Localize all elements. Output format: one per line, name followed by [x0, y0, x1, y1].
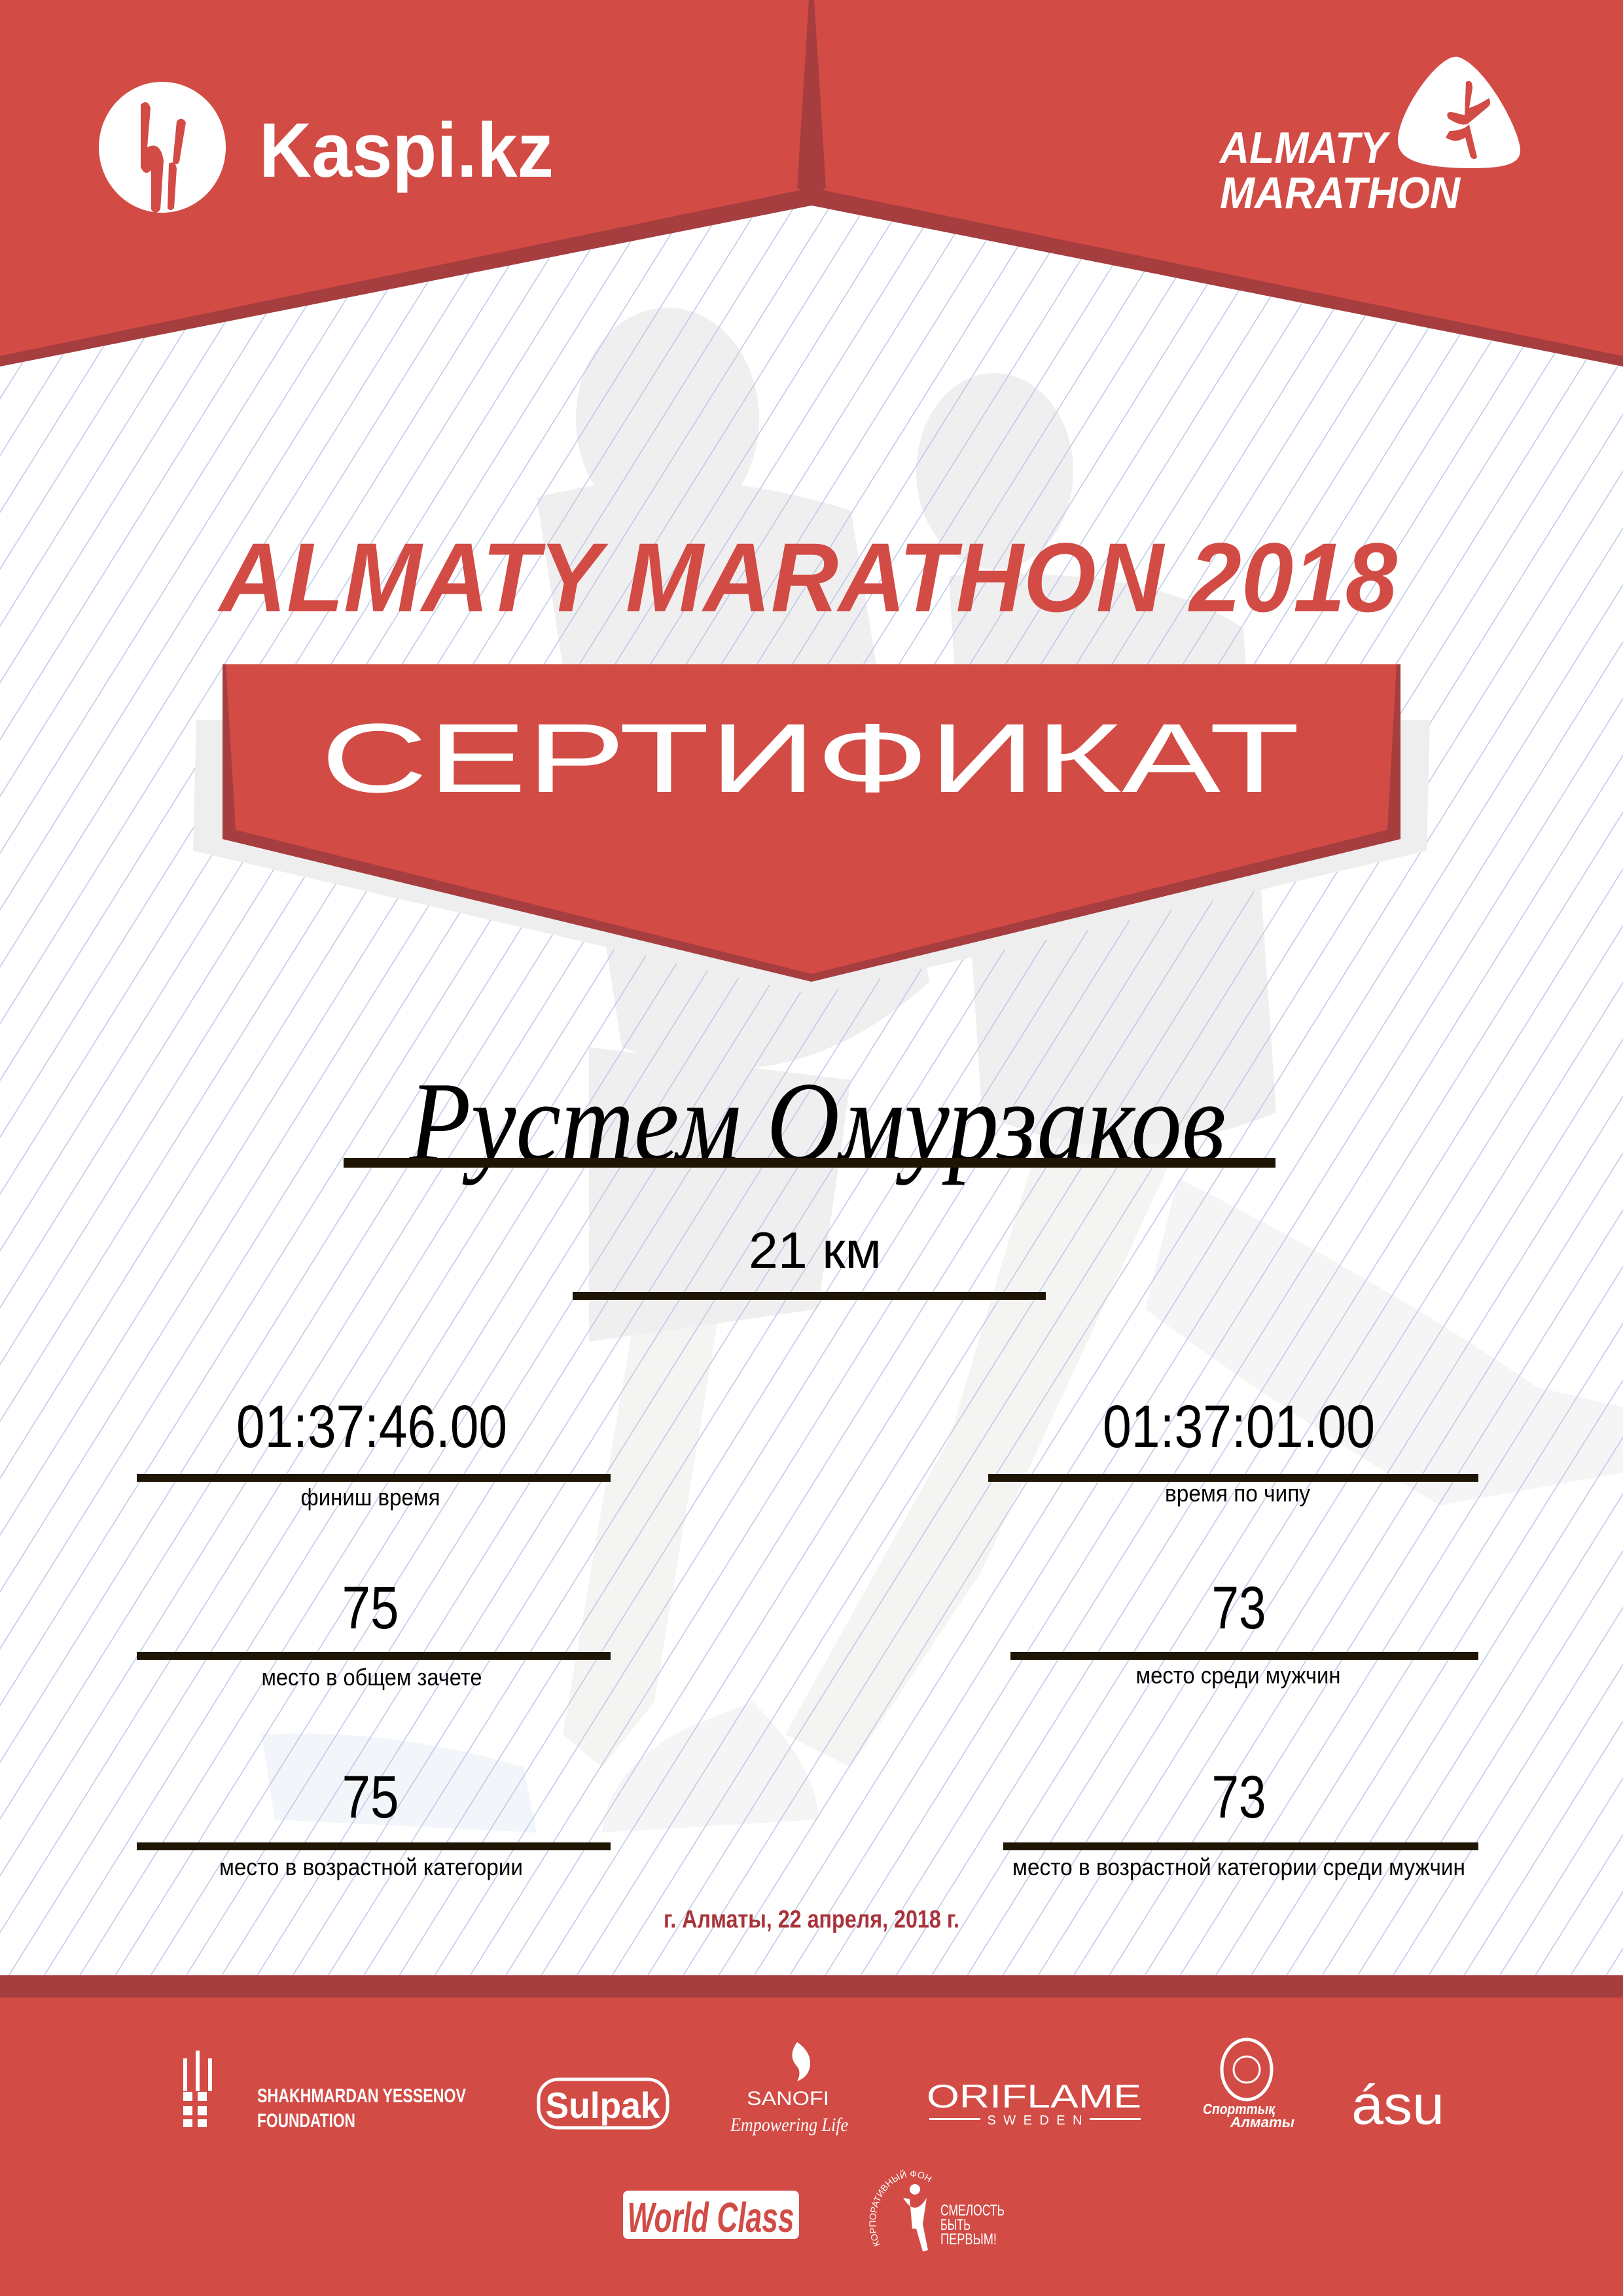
world-class-wordmark: World Class [628, 2194, 794, 2241]
overall-place-label: место в общем зачете [262, 1664, 482, 1691]
rule [137, 1652, 611, 1660]
kaspi-wordmark: Kaspi.kz [259, 107, 554, 194]
sport-almaty-emblem-icon [1220, 2037, 1274, 2102]
almaty-marathon-logo: ALMATY MARATHON [1219, 56, 1520, 218]
results-right: 01:37:01.00 время по чипу 73 место среди… [988, 1393, 1478, 1880]
men-age-category-place-value: 73 [1212, 1764, 1266, 1831]
issue-date: г. Алматы, 22 апреля, 2018 г. [664, 1906, 959, 1933]
event-title: ALMATY MARATHON 2018 [217, 522, 1397, 632]
chip-time-label: время по чипу [1165, 1480, 1310, 1507]
age-category-place-value: 75 [342, 1764, 399, 1831]
sponsor-sport-almaty-logo: Спорттық Алматы [1203, 2037, 1294, 2130]
yessenov-line2: FOUNDATION [257, 2110, 355, 2132]
yessenov-line1: SHAKHMARDAN YESSENOV [257, 2085, 466, 2107]
sanofi-tagline: Empowering Life [730, 2114, 848, 2136]
certificate-banner: СЕРТИФИКАТ [193, 664, 1430, 995]
sponsor-sulpak-logo: Sulpak [537, 2077, 669, 2130]
header-ribbon [0, 0, 1623, 367]
fund-line1: СМЕЛОСТЬ [940, 2202, 1005, 2219]
sponsor-oriflame-logo: ORIFLAME SWEDEN [927, 2078, 1141, 2128]
sanofi-wordmark: SANOFI [747, 2088, 829, 2109]
sponsor-world-class-logo: World Class [623, 2191, 799, 2241]
rule [1010, 1652, 1478, 1660]
sponsor-asu-logo: ásu [1351, 2074, 1444, 2136]
name-rule [344, 1158, 1275, 1168]
kaspi-icon [99, 82, 226, 213]
sanofi-icon [792, 2042, 810, 2081]
sport-almaty-line1: Спорттық [1203, 2101, 1276, 2117]
fund-figure-icon [910, 2184, 920, 2195]
ribbon-fold [797, 0, 826, 196]
footer [0, 1998, 1623, 2296]
runner-emblem-icon [1398, 56, 1520, 168]
almaty-marathon-logo-line2: MARATHON [1220, 168, 1461, 218]
almaty-marathon-logo-line1: ALMATY [1219, 123, 1391, 173]
sulpak-wordmark: Sulpak [546, 2085, 661, 2126]
sponsor-sanofi-logo: SANOFI Empowering Life [730, 2042, 848, 2136]
footer-stripe [0, 1975, 1623, 1999]
men-place-value: 73 [1212, 1575, 1266, 1641]
rule [137, 1474, 611, 1482]
fund-line2: БЫТЬ [940, 2216, 971, 2234]
chip-time-value: 01:37:01.00 [1103, 1393, 1375, 1460]
distance-rule [573, 1292, 1046, 1300]
rule [988, 1474, 1478, 1482]
rule [137, 1842, 611, 1850]
fund-line3: ПЕРВЫМ! [940, 2231, 997, 2248]
certificate-heading: СЕРТИФИКАТ [321, 703, 1300, 813]
men-age-category-place-label: место в возрастной категории среди мужчи… [1012, 1854, 1465, 1880]
oriflame-wordmark: ORIFLAME [927, 2078, 1141, 2115]
rule [1003, 1842, 1478, 1850]
distance: 21 км [749, 1221, 882, 1279]
sponsor-yessenov-logo: SHAKHMARDAN YESSENOV FOUNDATION [183, 2051, 466, 2132]
overall-place-value: 75 [342, 1575, 399, 1641]
results-left: 01:37:46.00 финиш время 75 место в общем… [137, 1393, 611, 1880]
men-place-label: место среди мужчин [1136, 1662, 1341, 1689]
finish-time-label: финиш время [301, 1484, 440, 1511]
age-category-place-label: место в возрастной категории [219, 1854, 523, 1880]
kaspi-logo: Kaspi.kz [99, 82, 554, 213]
finish-time-value: 01:37:46.00 [236, 1393, 507, 1460]
sport-almaty-line2: Алматы [1230, 2114, 1294, 2130]
